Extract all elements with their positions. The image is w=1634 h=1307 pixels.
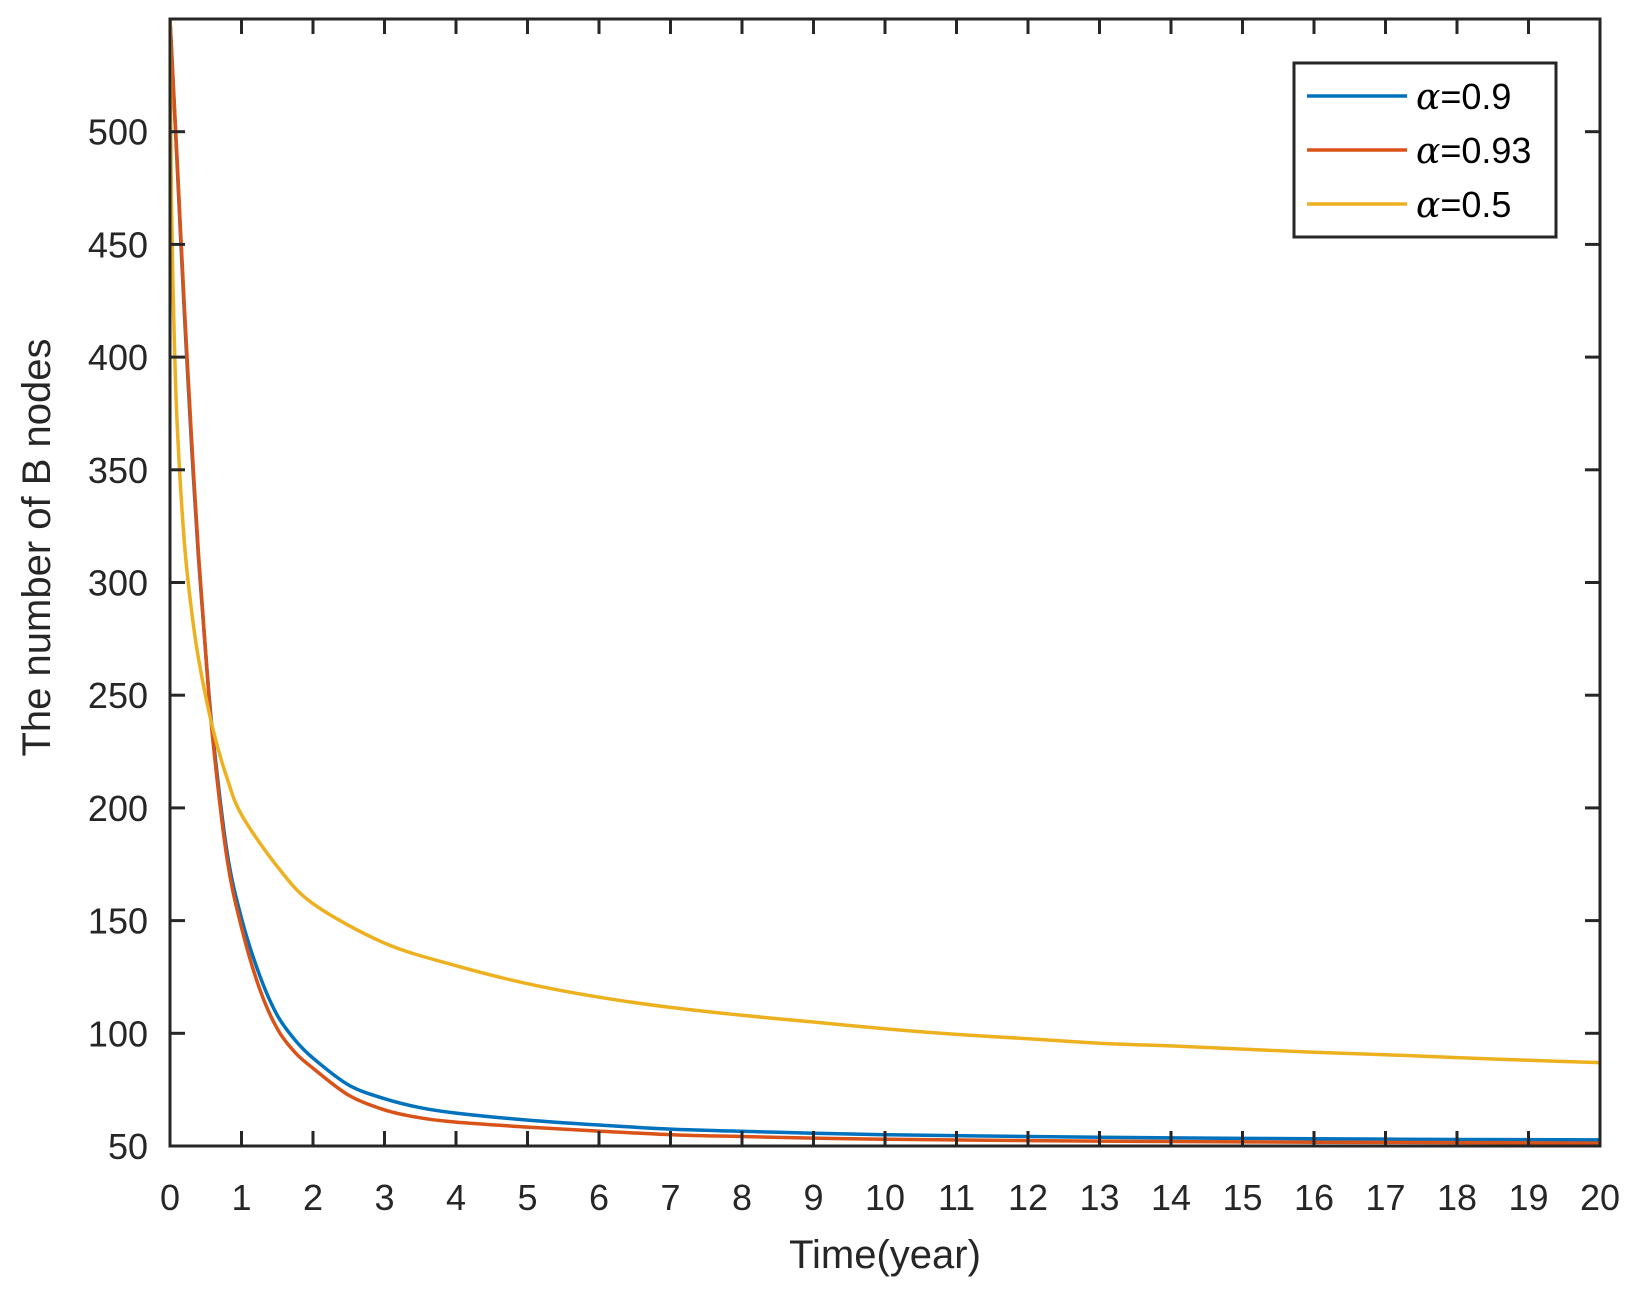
y-tick-label: 350 — [88, 450, 148, 491]
legend-items: α=0.9 α=0.93 α=0.5 — [1307, 76, 1531, 226]
series-line-2 — [170, 19, 1600, 1065]
y-axis-tick-labels: 50 100 150 200 250 300 350 400 450 500 — [88, 112, 148, 1167]
x-tick-label: 15 — [1222, 1177, 1262, 1218]
y-tick-label: 500 — [88, 112, 148, 153]
y-tick-label: 150 — [88, 901, 148, 942]
x-tick-label: 6 — [589, 1177, 609, 1218]
x-tick-label: 16 — [1294, 1177, 1334, 1218]
x-tick-label: 9 — [803, 1177, 823, 1218]
x-tick-label: 7 — [660, 1177, 680, 1218]
x-tick-label: 3 — [374, 1177, 394, 1218]
x-axis-tick-labels: 0 1 2 3 4 5 6 7 8 9 10 11 12 13 14 15 16 17 18 19 20 — [160, 1177, 1620, 1218]
x-tick-label: 12 — [1008, 1177, 1048, 1218]
y-tick-label: 200 — [88, 788, 148, 829]
series-line-1 — [170, 19, 1600, 1145]
x-tick-label: 14 — [1151, 1177, 1191, 1218]
plot-lines — [170, 19, 1600, 1145]
y-tick-label: 250 — [88, 675, 148, 716]
x-tick-label: 10 — [865, 1177, 905, 1218]
legend-label: α=0.9 — [1416, 76, 1511, 118]
x-tick-label: 18 — [1437, 1177, 1477, 1218]
legend-item: α=0.93 — [1307, 130, 1531, 172]
legend-label: α=0.5 — [1416, 184, 1511, 226]
x-tick-label: 5 — [517, 1177, 537, 1218]
legend: α=0.9 α=0.93 α=0.5 — [1292, 61, 1558, 239]
x-tick-label: 11 — [938, 1177, 975, 1218]
x-tick-label: 4 — [446, 1177, 466, 1218]
y-tick-label: 450 — [88, 224, 148, 265]
legend-item: α=0.5 — [1307, 184, 1511, 226]
x-axis-label: Time(year) — [789, 1233, 981, 1277]
y-axis-label: The number of B nodes — [15, 338, 59, 756]
y-tick-label: 50 — [108, 1126, 148, 1167]
x-tick-label: 2 — [303, 1177, 323, 1218]
y-tick-label: 300 — [88, 563, 148, 604]
x-tick-label: 20 — [1580, 1177, 1620, 1218]
axis-ticks — [168, 19, 1602, 1148]
x-tick-label: 19 — [1508, 1177, 1548, 1218]
legend-label: α=0.93 — [1416, 130, 1531, 172]
x-tick-label: 8 — [732, 1177, 752, 1218]
y-tick-label: 100 — [88, 1013, 148, 1054]
y-tick-label: 400 — [88, 337, 148, 378]
x-tick-label: 1 — [231, 1177, 251, 1218]
x-tick-label: 17 — [1365, 1177, 1405, 1218]
x-tick-label: 13 — [1079, 1177, 1119, 1218]
x-tick-label: 0 — [160, 1177, 180, 1218]
legend-item: α=0.9 — [1307, 76, 1511, 118]
